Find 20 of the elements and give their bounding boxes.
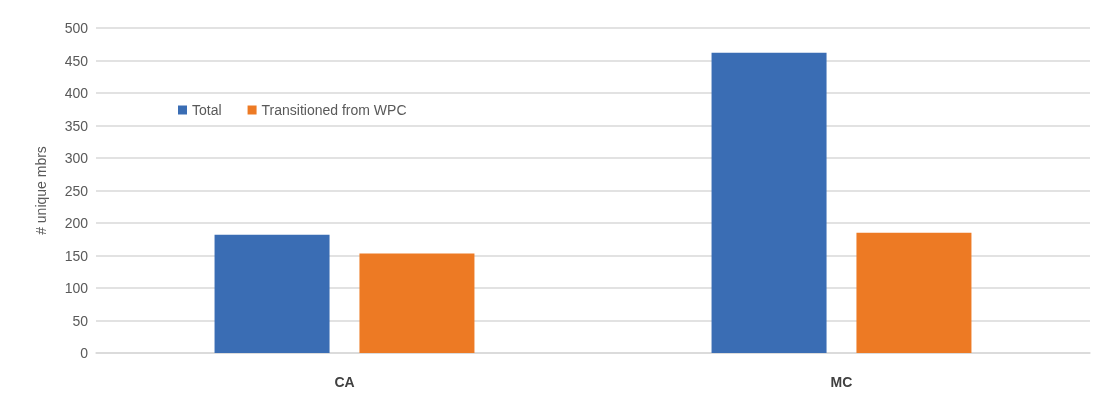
y-tick-label: 250 — [64, 182, 89, 199]
y-tick-label: 350 — [64, 117, 89, 134]
y-tick-label: 150 — [64, 247, 89, 264]
y-axis-title: # unique mbrs — [33, 146, 49, 235]
y-tick-label: 400 — [64, 85, 89, 101]
y-tick-label: 500 — [64, 20, 89, 36]
bar — [856, 232, 972, 353]
x-tick-label: CA — [334, 374, 355, 390]
bar — [214, 234, 330, 353]
legend-label: Total — [192, 102, 222, 118]
bar — [711, 52, 827, 353]
x-tick-label: MC — [830, 374, 853, 390]
legend-label: Transitioned from WPC — [261, 102, 407, 118]
y-tick-label: 300 — [64, 150, 89, 166]
y-tick-label: 200 — [64, 215, 89, 231]
bar — [359, 253, 475, 353]
y-tick-label: 50 — [72, 312, 89, 329]
y-tick-label: 450 — [64, 52, 89, 69]
y-tick-label: 0 — [80, 345, 89, 361]
y-tick-label: 100 — [64, 280, 89, 296]
